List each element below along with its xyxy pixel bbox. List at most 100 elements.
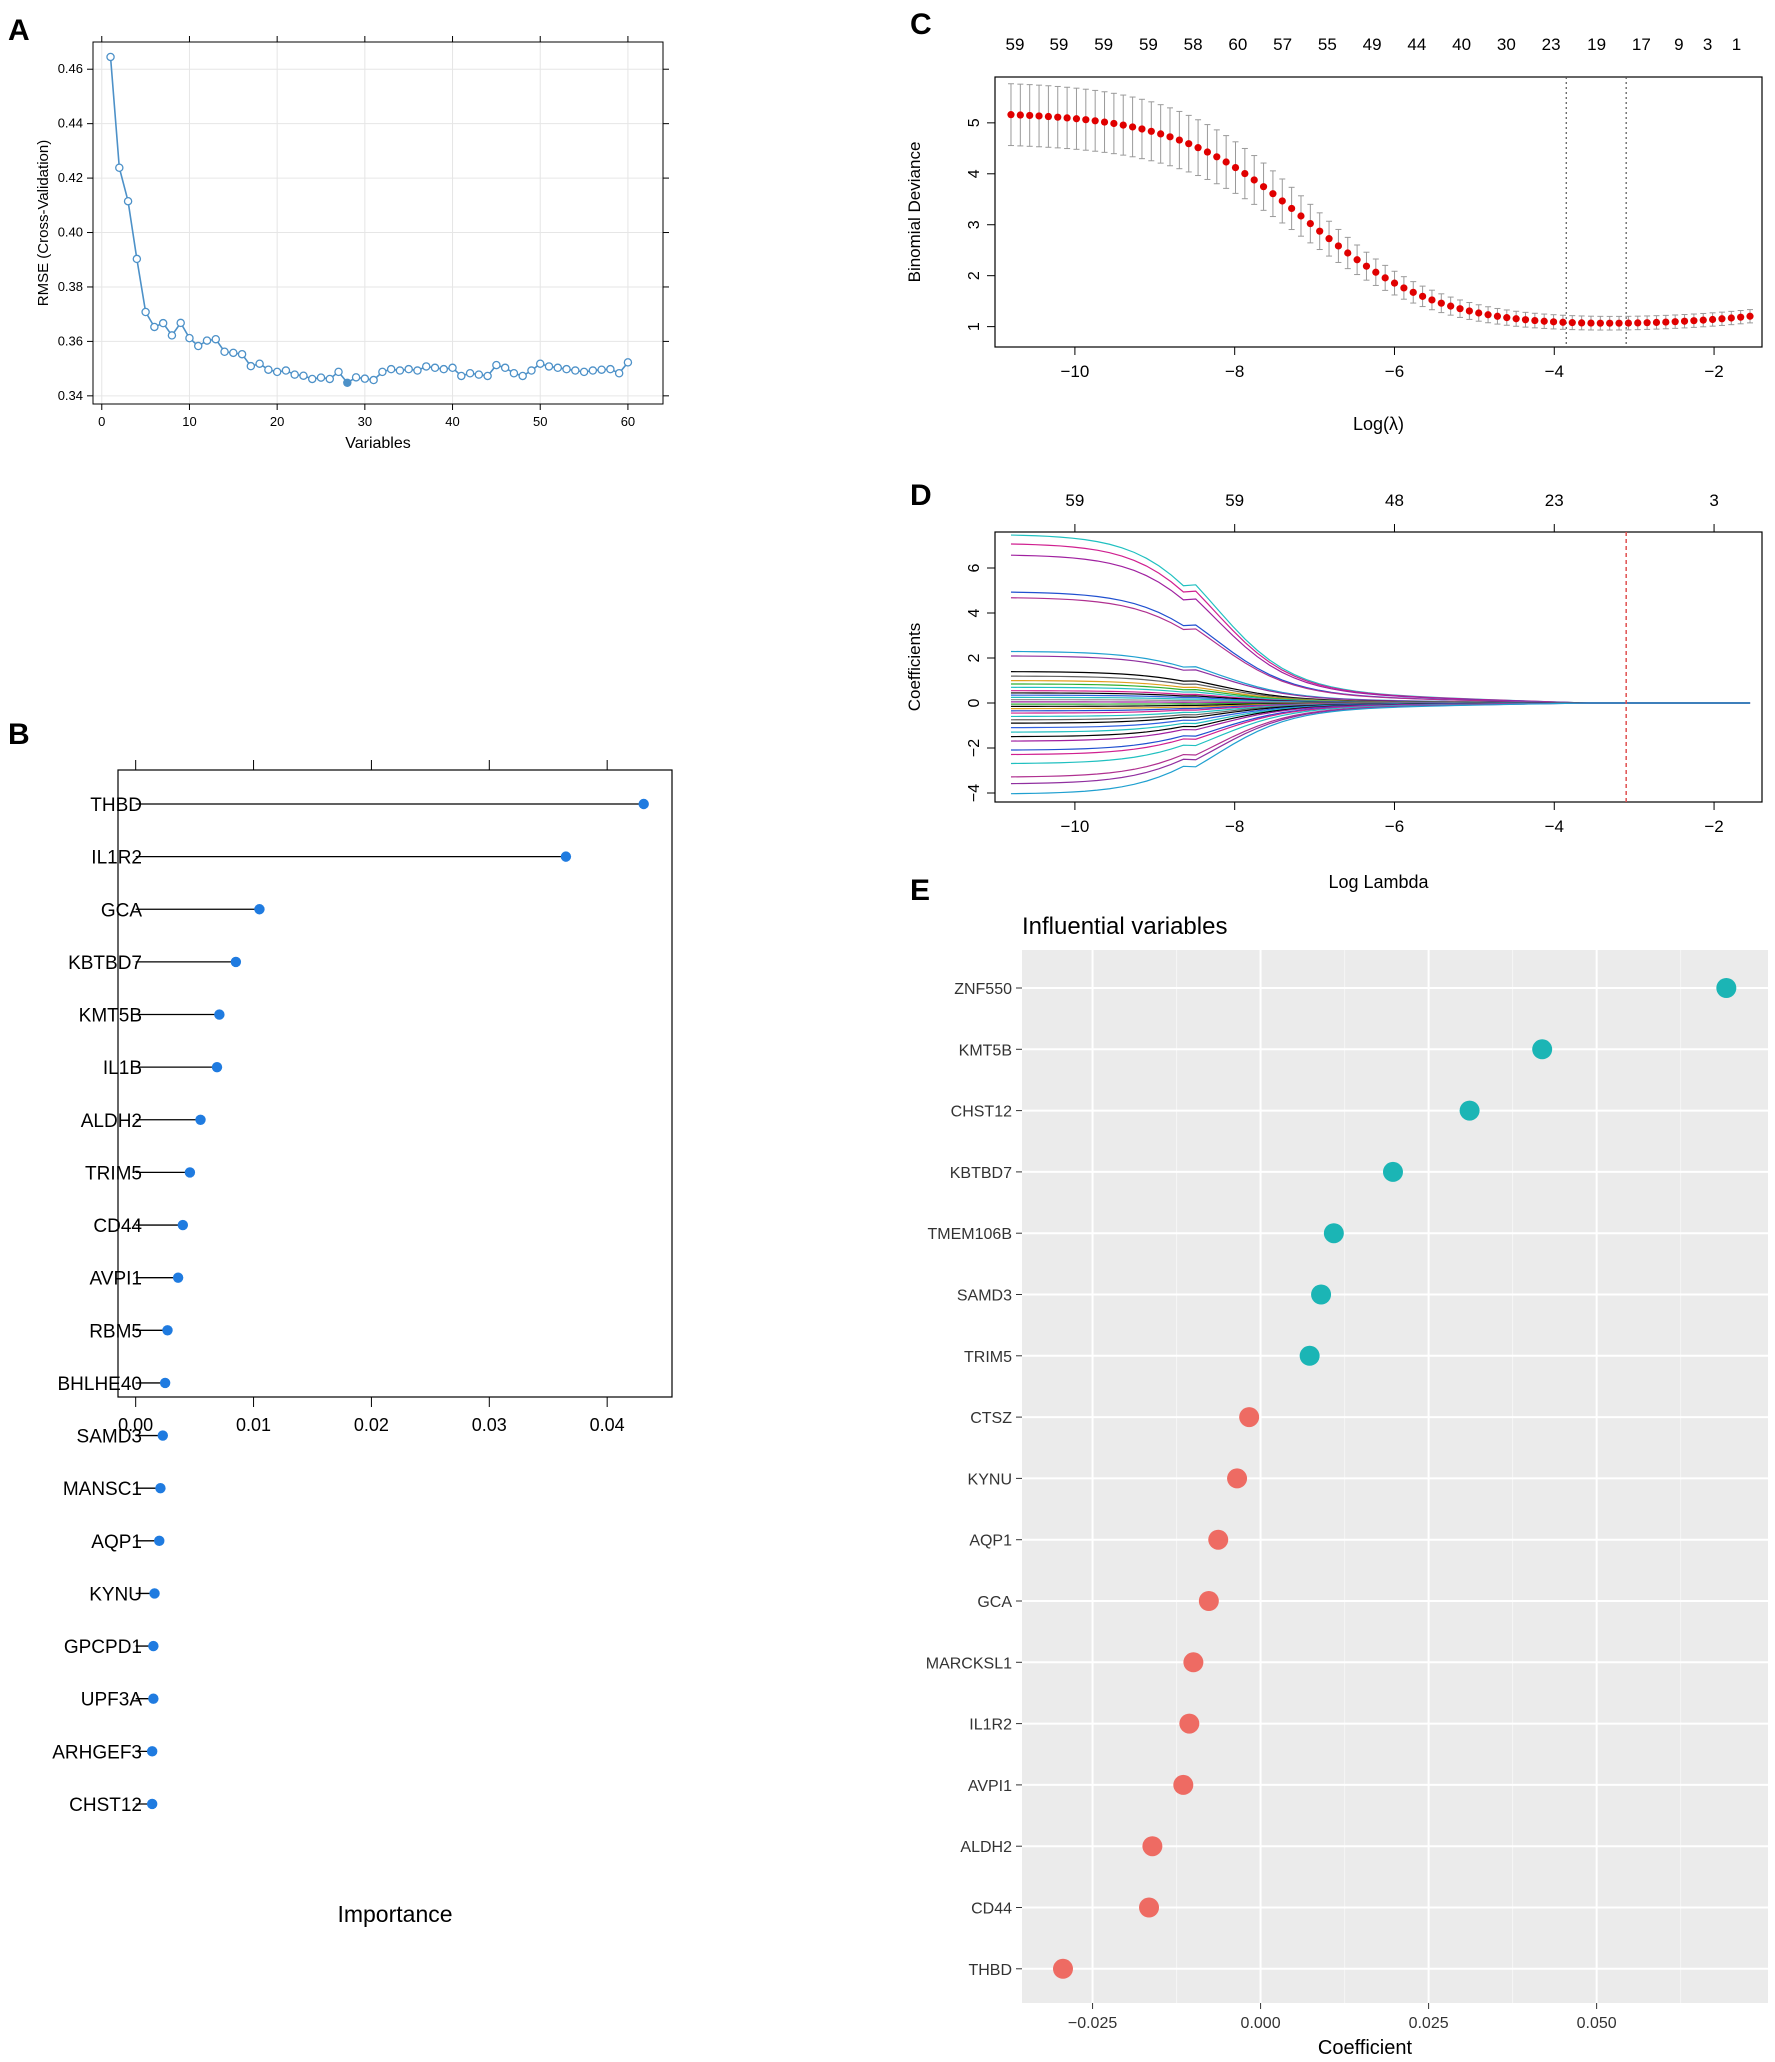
c-deviance-point xyxy=(1035,112,1043,120)
c-deviance-point xyxy=(1737,313,1745,321)
b-category-label: THBD xyxy=(90,795,142,816)
d-top-axis-label: 48 xyxy=(1385,491,1404,510)
e-coefficient-point xyxy=(1173,1774,1194,1795)
e-x-tick-label: 0.050 xyxy=(1577,2015,1617,2032)
a-data-point xyxy=(404,364,413,374)
b-category-label: AVPI1 xyxy=(90,1269,142,1290)
c-deviance-point xyxy=(1362,262,1371,270)
a-data-point xyxy=(492,360,501,370)
c-top-axis-label: 59 xyxy=(1139,35,1158,54)
c-x-tick-label: −6 xyxy=(1385,362,1404,381)
a-data-point xyxy=(457,371,466,381)
d-coefficient-path xyxy=(1010,702,1751,795)
c-y-tick-label: 1 xyxy=(966,322,983,331)
a-y-tick-label: 0.46 xyxy=(58,61,83,76)
e-category-label: KYNU xyxy=(968,1471,1012,1488)
d-y-tick-label: 4 xyxy=(966,608,983,617)
c-x-axis-label: Log(λ) xyxy=(1353,414,1404,434)
c-deviance-point xyxy=(1652,318,1661,327)
d-top-axis-label: 23 xyxy=(1545,491,1564,510)
c-deviance-point xyxy=(1269,190,1277,198)
e-coefficient-point xyxy=(1142,1836,1163,1857)
b-x-axis-label: Importance xyxy=(337,1901,452,1927)
c-deviance-point xyxy=(1194,144,1202,152)
a-data-point xyxy=(272,367,282,377)
panel-b-importance-chart: 0.00 0.01 0.02 0.03 0.04 Importance THBD IL1R2 G… xyxy=(52,760,673,1927)
c-deviance-point xyxy=(1288,204,1296,213)
a-data-point xyxy=(483,371,492,381)
d-coefficient-path xyxy=(1010,554,1751,704)
c-top-axis-label: 44 xyxy=(1407,35,1426,54)
c-deviance-point xyxy=(1447,302,1455,310)
a-y-tick-label: 0.36 xyxy=(58,333,83,348)
a-data-point xyxy=(421,362,431,371)
b-category-label: ALDH2 xyxy=(81,1111,142,1132)
c-deviance-point xyxy=(1325,235,1333,243)
c-deviance-point xyxy=(1306,220,1314,228)
b-lollipop-point xyxy=(254,904,265,915)
b-category-label: MANSC1 xyxy=(63,1479,142,1500)
panel-label-b: B xyxy=(8,718,30,751)
a-data-point xyxy=(202,336,212,345)
b-lollipop-point xyxy=(149,1588,160,1599)
a-data-point xyxy=(229,348,238,358)
e-coefficient-point xyxy=(1459,1100,1480,1121)
b-lollipop-point xyxy=(162,1325,173,1336)
c-deviance-point xyxy=(1138,125,1146,133)
panel-label-d: D xyxy=(910,479,932,512)
a-x-tick-label: 0 xyxy=(98,414,105,429)
a-data-point xyxy=(544,362,554,371)
a-data-point xyxy=(369,375,378,385)
e-plot-background xyxy=(1022,950,1768,2003)
c-plot-border xyxy=(994,76,1763,348)
b-category-label: KBTBD7 xyxy=(68,953,142,974)
c-deviance-point xyxy=(1568,319,1576,327)
a-data-point xyxy=(141,307,150,317)
d-x-tick-label: −8 xyxy=(1225,817,1244,836)
d-y-tick-label: 2 xyxy=(966,653,983,662)
b-lollipop-point xyxy=(155,1482,166,1494)
c-deviance-point xyxy=(1381,274,1389,282)
c-deviance-point xyxy=(1699,316,1707,324)
c-top-axis-label: 19 xyxy=(1587,35,1606,54)
d-plot-border xyxy=(994,531,1763,803)
a-data-point xyxy=(360,374,370,383)
c-deviance-point xyxy=(1662,318,1670,326)
a-data-point xyxy=(386,364,396,374)
c-deviance-point xyxy=(1016,111,1024,119)
b-category-label: UPF3A xyxy=(81,1690,143,1711)
e-category-label: CHST12 xyxy=(951,1104,1012,1121)
c-top-axis-label: 57 xyxy=(1273,35,1292,54)
c-deviance-point xyxy=(1241,169,1249,178)
panel-label-c: C xyxy=(910,8,932,41)
c-deviance-point xyxy=(1203,148,1212,156)
a-data-point xyxy=(307,374,317,384)
a-x-tick-label: 30 xyxy=(358,414,372,429)
a-x-tick-label: 20 xyxy=(270,414,284,429)
d-x-tick-label: −6 xyxy=(1385,817,1404,836)
d-coefficient-path xyxy=(1010,675,1751,704)
c-deviance-point xyxy=(1344,249,1352,257)
a-data-point xyxy=(123,196,133,206)
d-y-tick-label: 6 xyxy=(966,563,983,572)
a-data-point xyxy=(325,374,335,384)
a-x-tick-label: 40 xyxy=(445,414,459,429)
a-y-tick-label: 0.42 xyxy=(58,170,83,185)
e-x-tick-label: −0.025 xyxy=(1068,2015,1117,2032)
c-deviance-point xyxy=(1512,315,1520,323)
a-data-point xyxy=(281,366,291,375)
c-deviance-point xyxy=(1531,316,1539,325)
c-x-tick-label: −4 xyxy=(1545,362,1564,381)
c-deviance-point xyxy=(1718,315,1726,323)
c-deviance-point xyxy=(1746,312,1754,320)
b-category-label: BHLHE40 xyxy=(58,1374,143,1395)
panel-e-influential-variables-chart: Influential variables −0.025 0.000 0.025 0.0… xyxy=(926,913,1768,2059)
a-rmse-series-line xyxy=(109,56,629,384)
e-category-label: ZNF550 xyxy=(954,981,1012,998)
c-top-axis-label: 59 xyxy=(1006,35,1025,54)
c-deviance-point xyxy=(1231,163,1240,172)
c-deviance-point xyxy=(1147,127,1155,135)
b-x-tick-label: 0.04 xyxy=(590,1415,625,1435)
a-data-point xyxy=(150,322,159,332)
b-lollipop-point xyxy=(159,1377,171,1389)
